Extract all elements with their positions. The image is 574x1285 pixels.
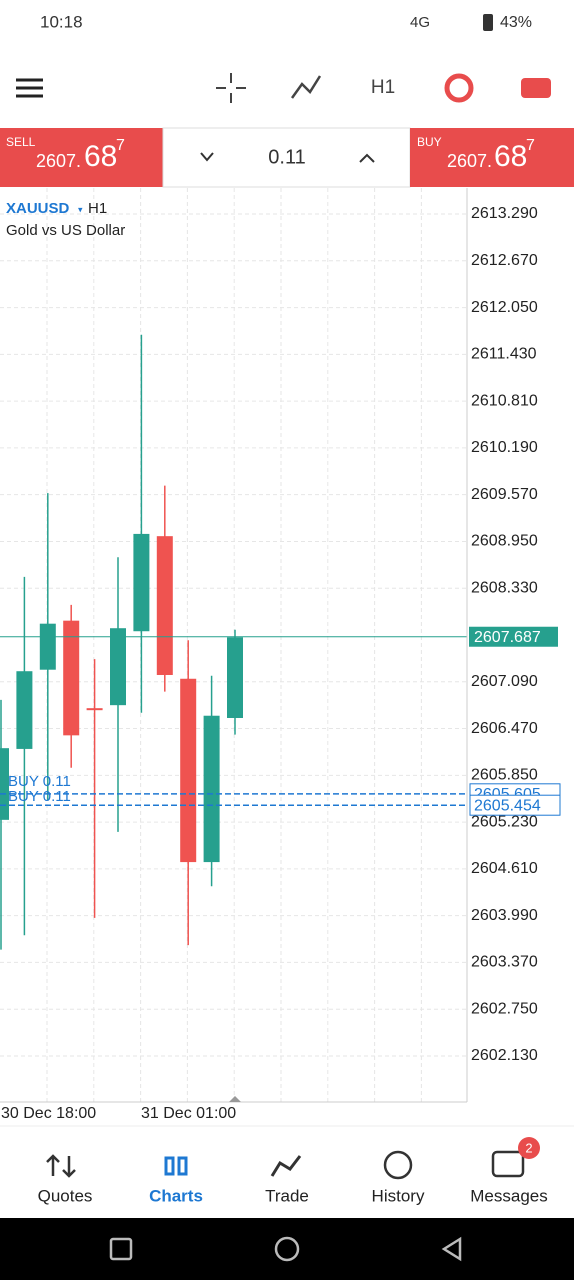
sell-button[interactable] bbox=[0, 128, 163, 187]
status-time: 10:18 bbox=[40, 12, 83, 31]
y-tick-label: 2602.130 bbox=[471, 1047, 538, 1064]
y-tick-label: 2604.610 bbox=[471, 860, 538, 877]
nav-item[interactable]: Quotes bbox=[38, 1186, 93, 1205]
candle-body bbox=[227, 637, 243, 718]
y-tick-label: 2611.430 bbox=[471, 346, 537, 363]
back-button[interactable] bbox=[441, 1236, 462, 1262]
chart: 2613.290 2612.670 2612.050 2611.430 2610.810… bbox=[0, 188, 561, 1102]
buy-label: BUY bbox=[417, 135, 442, 149]
indicator-icon[interactable] bbox=[290, 75, 322, 99]
nav-item[interactable]: History bbox=[372, 1186, 425, 1205]
buy-price-main: 2607. bbox=[447, 151, 492, 171]
buy-price-sup: 7 bbox=[526, 137, 535, 154]
y-tick-label: 2603.990 bbox=[471, 907, 538, 924]
buy-price-big: 68 bbox=[494, 140, 527, 173]
volume-up[interactable] bbox=[359, 153, 375, 163]
system-nav bbox=[0, 1218, 574, 1280]
candle-body bbox=[203, 715, 220, 863]
menu-icon[interactable] bbox=[16, 78, 43, 98]
y-tick-label: 2605.230 bbox=[471, 813, 538, 830]
badge-count: 2 bbox=[525, 1140, 532, 1155]
volume-down[interactable] bbox=[200, 152, 214, 162]
candle-body bbox=[133, 533, 150, 632]
sell-price-main: 2607. bbox=[36, 151, 81, 171]
candle-body bbox=[156, 536, 173, 675]
y-tick-label: 2609.570 bbox=[471, 486, 538, 503]
y-tick-label: 2608.330 bbox=[471, 579, 538, 596]
y-tick-label: 2610.190 bbox=[471, 439, 538, 456]
home-button[interactable] bbox=[274, 1236, 300, 1262]
order-label: BUY 0.11 bbox=[8, 773, 71, 790]
sell-price-sup: 7 bbox=[116, 137, 125, 154]
battery-icon bbox=[483, 14, 493, 31]
candle-body bbox=[110, 628, 126, 706]
bottom-nav: Quotes Charts Trade History Messages bbox=[38, 1186, 548, 1205]
sell-label: SELL bbox=[6, 135, 36, 149]
y-tick-label: 2613.290 bbox=[471, 205, 538, 222]
history-icon bbox=[383, 1150, 413, 1180]
status-network: 4G bbox=[410, 14, 430, 31]
dropdown-icon: ▾ bbox=[78, 204, 83, 214]
status-battery: 43% bbox=[500, 14, 532, 31]
objects-icon[interactable] bbox=[444, 73, 474, 103]
x-label: 31 Dec 01:00 bbox=[141, 1105, 236, 1122]
chart-timeframe: H1 bbox=[88, 200, 107, 217]
order-price: 2605.454 bbox=[474, 797, 541, 814]
y-tick-label: 2612.670 bbox=[471, 252, 538, 269]
symbol: XAUUSD bbox=[6, 200, 70, 217]
y-tick-label: 2602.750 bbox=[471, 1000, 538, 1017]
y-tick-label: 2608.950 bbox=[471, 533, 538, 550]
scroll-marker bbox=[229, 1096, 241, 1102]
volume[interactable]: 0.11 bbox=[268, 146, 305, 168]
candle-body bbox=[86, 708, 103, 711]
trade-icon[interactable] bbox=[521, 78, 551, 98]
nav-item[interactable]: Messages bbox=[470, 1186, 547, 1205]
crosshair-icon[interactable] bbox=[216, 73, 246, 103]
y-tick-label: 2605.850 bbox=[471, 767, 538, 784]
y-tick-label: 2610.810 bbox=[471, 392, 538, 409]
candle-body bbox=[16, 671, 33, 749]
y-tick-label: 2607.090 bbox=[471, 673, 538, 690]
candle-body bbox=[0, 748, 9, 820]
recents-button[interactable] bbox=[109, 1237, 133, 1261]
quotes-icon bbox=[46, 1154, 76, 1178]
nav-item[interactable]: Charts bbox=[149, 1186, 203, 1205]
charts-icon bbox=[164, 1156, 188, 1176]
current-price-label: 2607.687 bbox=[474, 629, 541, 646]
y-tick-label: 2603.370 bbox=[471, 954, 538, 971]
trade-nav-icon bbox=[270, 1155, 302, 1177]
x-label: 30 Dec 18:00 bbox=[1, 1105, 96, 1122]
order-label: BUY 0.11 bbox=[8, 788, 71, 805]
buy-button[interactable] bbox=[410, 128, 574, 187]
current-price-box bbox=[469, 626, 558, 647]
badge bbox=[518, 1137, 540, 1159]
order-price-box bbox=[469, 794, 561, 816]
messages-icon bbox=[491, 1150, 525, 1178]
y-tick-label: 2612.050 bbox=[471, 299, 538, 316]
candle-body bbox=[39, 623, 56, 670]
sell-price-big: 68 bbox=[84, 140, 117, 173]
candle-body bbox=[63, 620, 80, 736]
nav-item[interactable]: Trade bbox=[265, 1186, 309, 1205]
y-tick-label: 2606.470 bbox=[471, 720, 538, 737]
timeframe-button[interactable]: H1 bbox=[371, 77, 395, 98]
symbol-description: Gold vs US Dollar bbox=[6, 222, 125, 239]
candle-body bbox=[180, 678, 197, 863]
